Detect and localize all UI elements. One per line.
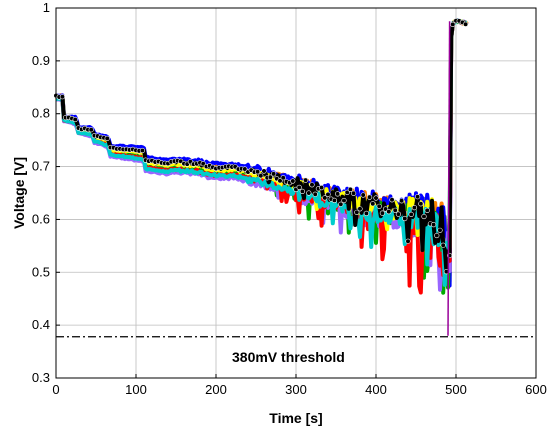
data-point — [306, 190, 312, 196]
data-point — [402, 215, 408, 222]
data-point — [434, 232, 440, 239]
data-point — [415, 194, 421, 200]
y-tick-label: 0.3 — [32, 370, 50, 385]
data-point — [338, 201, 344, 207]
data-point — [437, 227, 443, 233]
data-point — [399, 198, 405, 204]
data-point — [411, 205, 418, 211]
data-point — [258, 173, 264, 179]
data-point — [277, 178, 283, 184]
data-point — [392, 207, 398, 213]
data-point — [379, 210, 386, 216]
data-marks — [53, 18, 469, 336]
recovery-line — [447, 21, 451, 336]
data-point — [319, 185, 325, 191]
data-point — [88, 127, 94, 133]
x-tick-label: 0 — [52, 382, 59, 397]
data-point — [424, 207, 430, 213]
data-point — [386, 209, 392, 215]
data-point — [354, 209, 360, 215]
data-point — [431, 222, 437, 228]
data-point — [363, 210, 370, 216]
data-point — [370, 201, 376, 207]
data-point — [255, 169, 261, 175]
data-point — [389, 197, 395, 203]
y-tick-label: 0.7 — [32, 159, 50, 174]
data-point — [450, 21, 456, 28]
data-point — [72, 116, 78, 123]
y-axis-label: Voltage [V] — [11, 157, 27, 229]
data-point — [280, 175, 286, 181]
grid — [56, 8, 536, 378]
data-point — [312, 191, 318, 197]
data-point — [373, 195, 379, 201]
data-point — [367, 194, 373, 200]
data-point — [299, 188, 306, 194]
y-tick-label: 0.6 — [32, 211, 50, 226]
data-point — [322, 195, 328, 201]
data-point — [104, 135, 110, 141]
threshold-label: 380mV threshold — [232, 349, 345, 365]
data-point — [344, 189, 350, 195]
data-point — [463, 21, 469, 27]
x-tick-label: 100 — [125, 382, 147, 397]
data-point — [331, 197, 338, 203]
y-tick-label: 0.9 — [32, 53, 50, 68]
x-tick-label: 600 — [525, 382, 547, 397]
data-point — [267, 174, 274, 180]
data-point — [139, 147, 145, 154]
data-point — [357, 206, 363, 212]
data-point — [376, 203, 382, 209]
x-axis-label: Time [s] — [269, 410, 322, 426]
y-tick-label: 1 — [43, 0, 50, 15]
data-point — [290, 178, 296, 184]
data-point — [347, 186, 354, 192]
data-point — [271, 171, 277, 177]
y-tick-label: 0.5 — [32, 264, 50, 279]
data-point — [395, 211, 402, 217]
y-tick-label: 0.8 — [32, 106, 50, 121]
x-tick-label: 500 — [445, 382, 467, 397]
series-9 — [53, 18, 469, 275]
y-tick-label: 0.4 — [32, 317, 50, 332]
x-tick-label: 200 — [205, 382, 227, 397]
y-axis-ticks: 0.3 0.4 0.5 0.6 0.7 0.8 0.9 1 — [32, 0, 60, 385]
data-point — [261, 168, 267, 174]
data-point — [200, 161, 206, 167]
data-point — [405, 238, 411, 244]
data-point — [418, 201, 424, 207]
data-point — [351, 190, 357, 196]
x-axis-ticks: 0 100 200 300 400 500 600 — [52, 374, 547, 397]
data-point — [440, 242, 446, 248]
data-point — [303, 177, 309, 183]
data-point — [335, 191, 341, 197]
data-point — [341, 197, 347, 204]
data-point — [59, 94, 66, 100]
x-tick-label: 300 — [285, 382, 307, 397]
data-point — [408, 211, 414, 217]
data-point — [360, 192, 366, 198]
data-point — [296, 184, 302, 190]
data-point — [325, 191, 331, 197]
data-point — [309, 182, 315, 188]
x-tick-label: 400 — [365, 382, 387, 397]
data-point — [421, 213, 427, 220]
data-point — [242, 166, 248, 172]
